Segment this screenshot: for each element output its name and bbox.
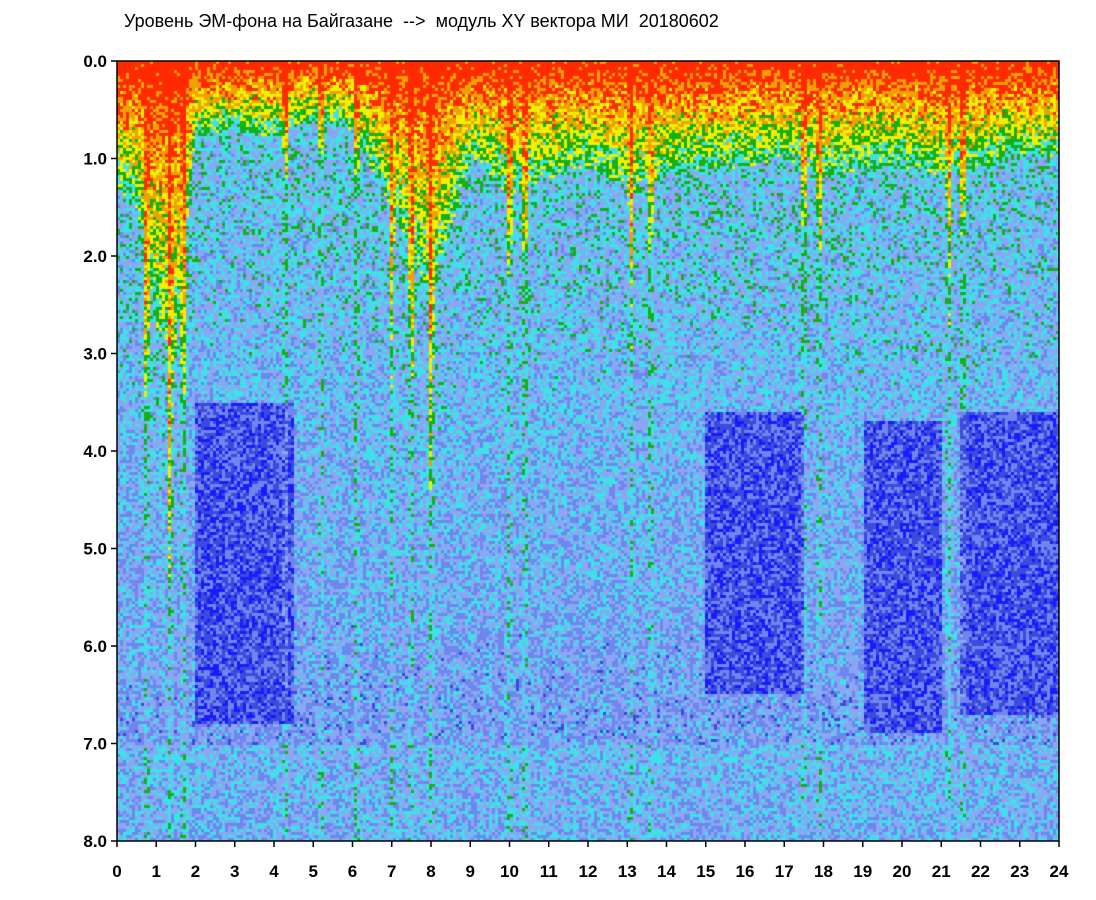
- y-tick-label: 2.0: [83, 247, 107, 266]
- y-tick-label: 5.0: [83, 540, 107, 559]
- chart-title: Уровень ЭМ-фона на Байгазане --> модуль …: [124, 11, 719, 31]
- x-tick-label: 16: [736, 862, 755, 881]
- x-tick-label: 5: [309, 862, 318, 881]
- x-tick-label: 22: [971, 862, 990, 881]
- axes: 0.01.02.03.04.05.06.07.08.00 1 2 3 4 5 6 7 8 9 10 1…: [83, 52, 1069, 881]
- x-tick-label: 18: [814, 862, 833, 881]
- y-tick-label: 0.0: [83, 52, 107, 71]
- x-tick-label: 6: [348, 862, 357, 881]
- x-tick-label: 15: [696, 862, 715, 881]
- y-tick-label: 4.0: [83, 442, 107, 461]
- plot-area: [117, 61, 1059, 841]
- x-tick-label: 3: [230, 862, 239, 881]
- x-tick-label: 11: [540, 862, 558, 881]
- x-tick-label: 17: [775, 862, 794, 881]
- y-tick-label: 3.0: [83, 345, 107, 364]
- heatmap-image: [117, 61, 1059, 841]
- x-tick-label: 14: [657, 862, 676, 881]
- x-tick-label: 9: [466, 862, 475, 881]
- x-tick-label: 8: [426, 862, 435, 881]
- x-tick-label: 19: [853, 862, 872, 881]
- x-tick-label: 13: [618, 862, 637, 881]
- y-tick-label: 1.0: [83, 150, 107, 169]
- x-tick-label: 23: [1010, 862, 1029, 881]
- y-tick-label: 6.0: [83, 637, 107, 656]
- x-tick-label: 21: [932, 862, 951, 881]
- x-tick-label: 10: [500, 862, 519, 881]
- x-tick-label: 2: [191, 862, 200, 881]
- x-tick-label: 0: [112, 862, 121, 881]
- x-tick-label: 1: [152, 862, 161, 881]
- y-tick-label: 7.0: [83, 735, 107, 754]
- x-tick-label: 4: [269, 862, 279, 881]
- x-tick-label: 24: [1050, 862, 1069, 881]
- y-tick-label: 8.0: [83, 832, 107, 851]
- x-tick-label: 7: [387, 862, 396, 881]
- x-tick-label: 20: [893, 862, 912, 881]
- x-tick-label: 12: [579, 862, 598, 881]
